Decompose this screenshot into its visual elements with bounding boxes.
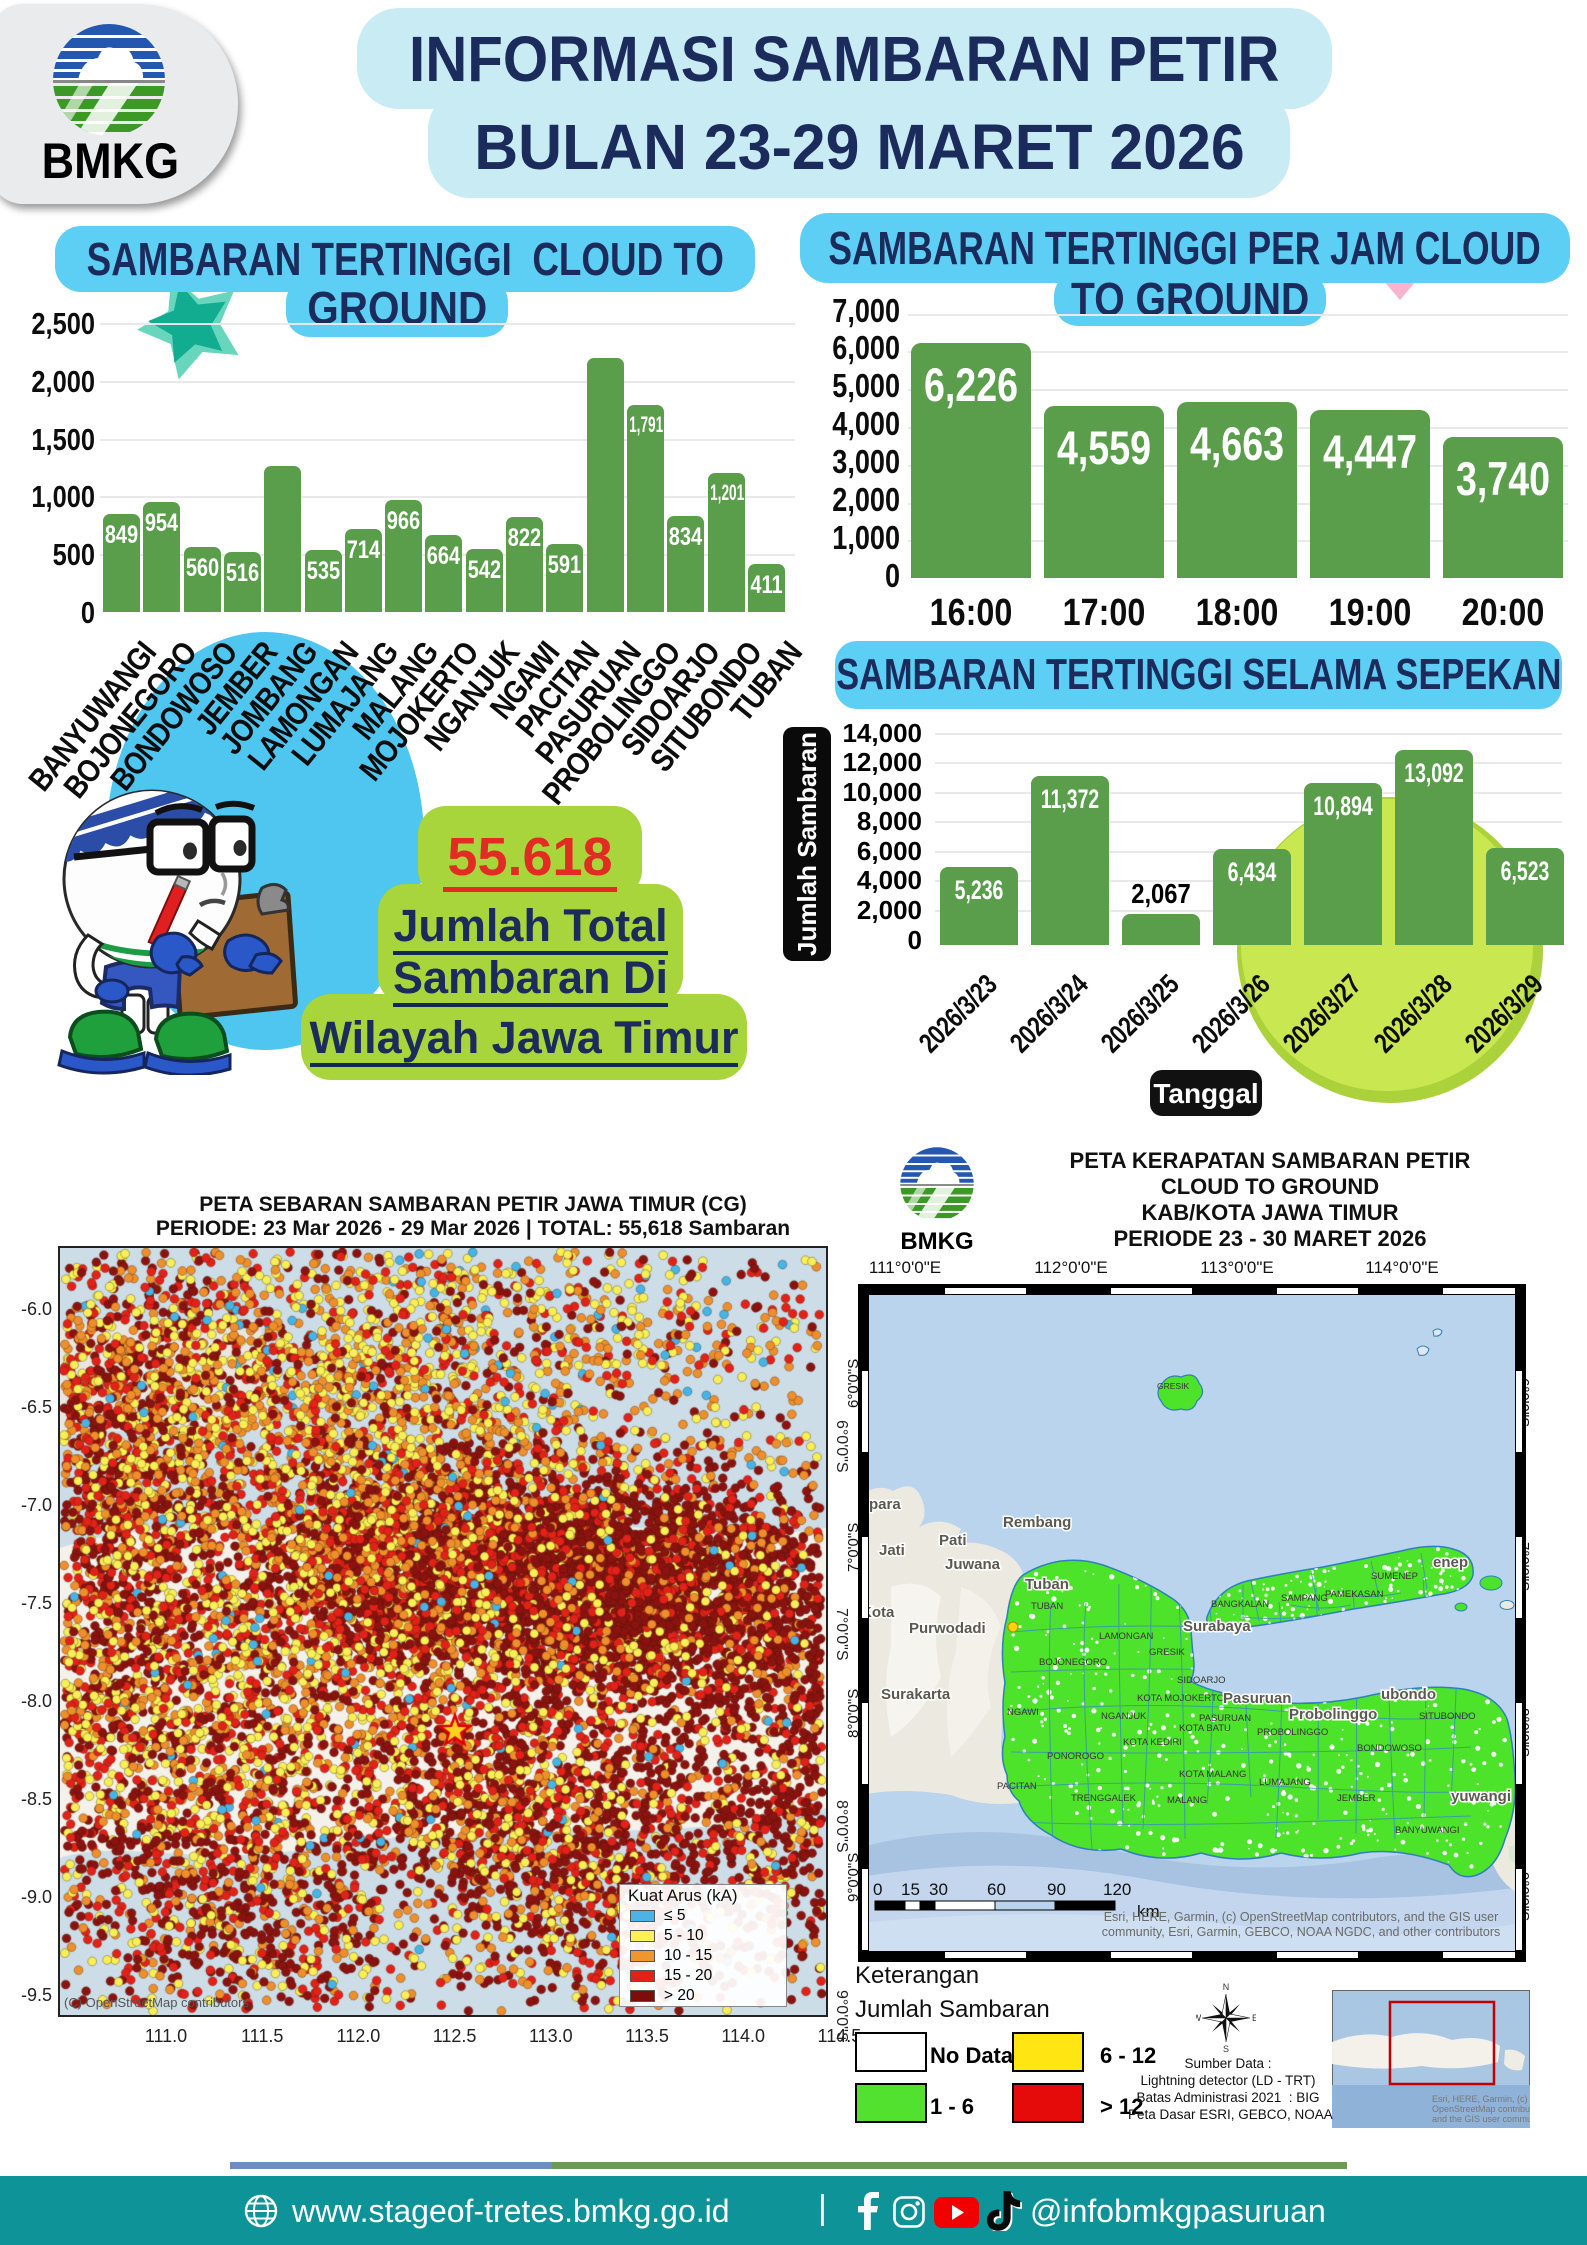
svg-text:para: para <box>869 1496 901 1513</box>
svg-text:Esri, HERE, Garmin, (c): Esri, HERE, Garmin, (c) <box>1432 2094 1528 2104</box>
svg-text:15: 15 <box>901 1880 920 1899</box>
svg-text:KOTA BATU: KOTA BATU <box>1179 1723 1231 1734</box>
svg-text:TUBAN: TUBAN <box>1031 1601 1063 1612</box>
svg-text:enep: enep <box>1433 1554 1468 1571</box>
svg-text:KOTA KEDIRI: KOTA KEDIRI <box>1123 1737 1182 1748</box>
svg-text:SAMPANG: SAMPANG <box>1281 1593 1328 1604</box>
svg-text:Rembang: Rembang <box>1003 1514 1071 1531</box>
svg-text:120: 120 <box>1103 1880 1131 1899</box>
svg-text:Purwodadi: Purwodadi <box>909 1620 986 1637</box>
svg-text:community, Esri, Garmin, GEBCO: community, Esri, Garmin, GEBCO, NOAA NGD… <box>1102 1925 1501 1939</box>
svg-text:BONDOWOSO: BONDOWOSO <box>1357 1743 1422 1754</box>
svg-text:OpenStreetMap contributors,: OpenStreetMap contributors, <box>1432 2104 1530 2114</box>
svg-text:W: W <box>1196 2013 1202 2023</box>
svg-text:MALANG: MALANG <box>1167 1795 1207 1806</box>
svg-text:PASURUAN: PASURUAN <box>1199 1713 1251 1724</box>
svg-text:E: E <box>1252 2013 1256 2023</box>
svg-text:KOTA MOJOKERTO: KOTA MOJOKERTO <box>1137 1693 1224 1704</box>
svg-text:TRENGGALEK: TRENGGALEK <box>1071 1793 1137 1804</box>
svg-text:KOTA MALANG: KOTA MALANG <box>1179 1769 1246 1780</box>
svg-text:BOJONEGORO: BOJONEGORO <box>1039 1657 1107 1668</box>
svg-text:Surabaya: Surabaya <box>1183 1618 1251 1635</box>
svg-text:GRESIK: GRESIK <box>1149 1647 1186 1658</box>
svg-text:30: 30 <box>929 1880 948 1899</box>
svg-text:NGANJUK: NGANJUK <box>1101 1711 1147 1722</box>
svg-text:PONOROGO: PONOROGO <box>1047 1751 1104 1762</box>
svg-text:yuwangi: yuwangi <box>1451 1788 1511 1805</box>
svg-text:BANYUWANGI: BANYUWANGI <box>1395 1825 1460 1836</box>
svg-text:LUMAJANG: LUMAJANG <box>1259 1777 1311 1788</box>
svg-text:PROBOLINGGO: PROBOLINGGO <box>1257 1727 1328 1738</box>
svg-text:0: 0 <box>873 1880 882 1899</box>
svg-text:Tuban: Tuban <box>1025 1576 1069 1593</box>
svg-text:Probolinggo: Probolinggo <box>1289 1706 1377 1723</box>
svg-text:JEMBER: JEMBER <box>1337 1793 1376 1804</box>
svg-text:90: 90 <box>1047 1880 1066 1899</box>
svg-text:SIDOARJO: SIDOARJO <box>1177 1675 1226 1686</box>
svg-text:60: 60 <box>987 1880 1006 1899</box>
svg-text:SUMENEP: SUMENEP <box>1371 1571 1418 1582</box>
svg-text:SITUBONDO: SITUBONDO <box>1419 1711 1475 1722</box>
svg-text:BANGKALAN: BANGKALAN <box>1211 1599 1269 1610</box>
svg-text:Surakarta: Surakarta <box>881 1686 951 1703</box>
svg-text:S: S <box>1223 2044 1229 2054</box>
svg-text:GRESIK: GRESIK <box>1157 1381 1189 1391</box>
svg-text:ubondo: ubondo <box>1381 1686 1436 1703</box>
svg-text:NGAWI: NGAWI <box>1007 1707 1039 1718</box>
svg-text:Pasuruan: Pasuruan <box>1223 1690 1291 1707</box>
svg-text:Esri, HERE, Garmin, (c) OpenSt: Esri, HERE, Garmin, (c) OpenStreetMap co… <box>1104 1910 1499 1924</box>
svg-text:and the GIS user community: and the GIS user community <box>1432 2114 1530 2124</box>
svg-text:PACITAN: PACITAN <box>997 1781 1037 1792</box>
svg-text:Jati: Jati <box>879 1542 905 1559</box>
svg-text:PAMEKASAN: PAMEKASAN <box>1325 1589 1384 1600</box>
svg-text:N: N <box>1223 1982 1230 1992</box>
svg-text:Pati: Pati <box>939 1532 967 1549</box>
svg-text:km: km <box>1137 1902 1160 1921</box>
svg-text:LAMONGAN: LAMONGAN <box>1099 1631 1154 1642</box>
svg-text:Juwana: Juwana <box>945 1556 1001 1573</box>
